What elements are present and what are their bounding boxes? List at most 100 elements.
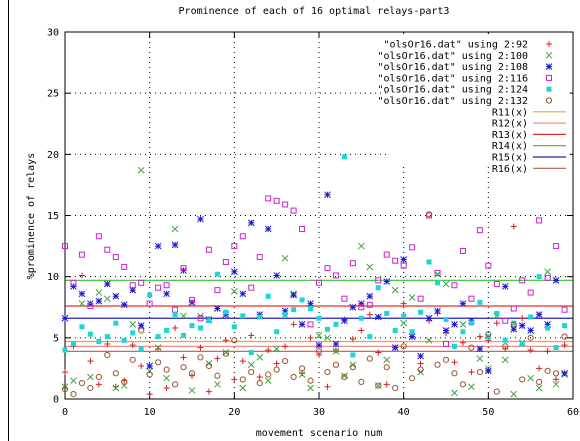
star-marker: [324, 191, 331, 199]
square-marker: [510, 305, 517, 312]
plus-marker: [324, 383, 331, 390]
square-marker: [138, 279, 145, 286]
filled-square-marker: [223, 309, 229, 315]
circle-marker: [265, 371, 272, 378]
plus-marker: [349, 336, 356, 343]
filled-square-marker: [528, 314, 534, 320]
plus-marker: [180, 354, 187, 361]
filled-square-marker: [358, 315, 364, 321]
circle-marker: [485, 331, 492, 338]
circle-marker: [205, 362, 213, 370]
square-marker: [561, 306, 568, 313]
filled-square-marker: [333, 321, 339, 327]
filled-square-marker: [104, 334, 110, 340]
cross-marker: [527, 374, 535, 382]
star-marker: [154, 242, 162, 250]
filled-square-marker: [172, 312, 178, 318]
cross-marker: [451, 389, 458, 397]
circle-marker: [222, 350, 229, 357]
square-marker: [299, 225, 306, 232]
plus-marker: [163, 384, 170, 391]
filled-square-marker: [384, 310, 390, 316]
square-marker: [163, 282, 170, 289]
star-marker: [214, 305, 221, 312]
filled-square-marker: [553, 345, 559, 351]
data-points: [61, 40, 568, 398]
legend-label: "olsOr16.dat" using 2:132: [377, 96, 528, 107]
star-marker: [129, 286, 137, 294]
circle-marker: [536, 378, 543, 385]
square-marker: [383, 251, 390, 258]
plus-marker: [95, 381, 102, 388]
plus-marker: [544, 348, 551, 355]
star-marker: [484, 367, 492, 375]
circle-marker: [417, 366, 424, 373]
cross-marker: [273, 345, 281, 353]
circle-marker: [273, 366, 280, 373]
square-marker: [239, 233, 246, 240]
circle-marker: [188, 370, 196, 377]
cross-marker: [87, 373, 94, 381]
square-marker: [493, 281, 500, 288]
square-marker: [400, 262, 407, 269]
cross-marker: [324, 334, 331, 342]
filled-square-marker: [197, 325, 203, 331]
circle-marker: [298, 365, 306, 372]
circle-marker: [510, 321, 517, 328]
square-marker: [519, 277, 526, 284]
square-marker: [265, 195, 272, 202]
plus-marker: [87, 358, 94, 365]
plus-marker: [536, 365, 543, 372]
plus-marker: [510, 223, 517, 230]
star-marker: [61, 314, 69, 322]
plus-marker: [358, 327, 365, 334]
cross-marker: [315, 332, 323, 339]
cross-marker: [383, 356, 391, 364]
circle-marker: [409, 375, 416, 382]
circle-marker: [383, 364, 390, 371]
filled-square-marker: [545, 325, 551, 331]
plus-marker: [138, 362, 145, 369]
filled-square-marker: [291, 307, 297, 313]
filled-square-marker: [240, 313, 246, 319]
circle-marker: [290, 373, 297, 381]
cross-marker: [256, 354, 264, 361]
star-marker: [451, 321, 458, 328]
star-marker: [315, 341, 323, 349]
square-marker: [476, 227, 483, 234]
square-marker: [375, 277, 382, 284]
square-marker: [409, 244, 416, 251]
square-marker: [146, 300, 153, 307]
cross-marker: [137, 166, 145, 174]
square-marker: [180, 265, 187, 272]
square-marker: [104, 246, 111, 253]
star-marker: [374, 313, 382, 321]
circle-marker: [392, 384, 399, 392]
star-marker: [70, 283, 77, 290]
filled-square-marker: [494, 310, 500, 316]
circle-marker: [70, 391, 77, 398]
plus-marker: [214, 355, 221, 362]
square-marker: [231, 243, 238, 250]
cross-marker: [535, 384, 543, 392]
square-marker: [172, 306, 179, 313]
square-marker: [459, 247, 466, 254]
circle-marker: [155, 359, 162, 366]
legend-label: R14(x): [492, 141, 528, 152]
square-marker: [468, 295, 475, 302]
filled-square-marker: [536, 274, 542, 280]
circle-marker: [231, 337, 238, 344]
filled-square-marker: [341, 154, 347, 160]
cross-marker: [545, 51, 553, 59]
star-marker: [273, 272, 281, 279]
filled-square-marker: [121, 337, 127, 343]
square-marker: [282, 201, 289, 208]
square-marker: [366, 301, 373, 308]
cross-marker: [247, 361, 255, 369]
star-marker: [391, 344, 399, 351]
plus-marker: [468, 369, 475, 376]
square-marker: [527, 289, 534, 296]
filled-square-marker: [248, 350, 254, 356]
star-marker: [332, 340, 340, 348]
